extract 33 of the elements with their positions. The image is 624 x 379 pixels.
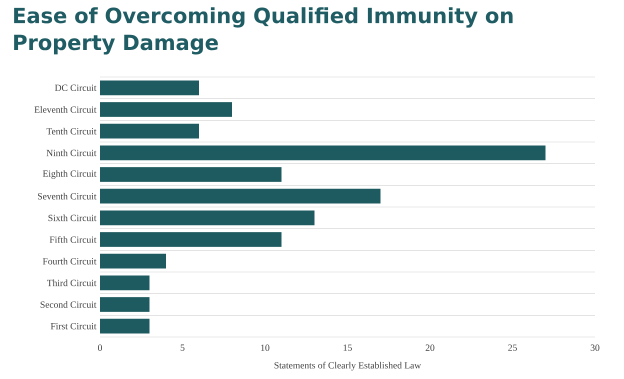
y-tick-label: Tenth Circuit [46, 128, 96, 134]
bar [100, 254, 166, 269]
y-tick-label: Ninth Circuit [46, 150, 96, 156]
y-tick-label: Eighth Circuit [42, 170, 96, 179]
y-tick-label: Fifth Circuit [50, 236, 96, 243]
y-tick-label: Third Circuit [46, 280, 96, 286]
x-axis-title: Statements of Clearly Established Law [274, 362, 422, 370]
y-tick-label: DC Circuit [54, 84, 96, 92]
y-tick-label: Second Circuit [40, 301, 96, 308]
x-tick-label: 5 [180, 344, 184, 351]
x-tick-label: 0 [98, 344, 102, 351]
x-tick-label: 20 [426, 344, 434, 351]
x-tick-label: 30 [590, 344, 600, 351]
x-tick-label: 25 [508, 344, 517, 351]
y-tick-label: Fourth Circuit [42, 258, 96, 264]
bar [100, 167, 282, 182]
y-tick-label: Eleventh Circuit [34, 106, 96, 113]
bar [100, 297, 150, 312]
bar [100, 275, 150, 290]
bar [100, 80, 199, 96]
bar [100, 124, 199, 139]
bar [100, 188, 380, 204]
bar [100, 102, 232, 117]
chart-title: Ease of Overcoming Qualified Immunity on Property Damage [14, 7, 513, 55]
x-tick-label: 15 [344, 344, 352, 351]
y-tick-label: First Circuit [50, 322, 96, 330]
x-tick-label: 10 [261, 344, 270, 351]
bar [100, 318, 150, 334]
bar [100, 232, 282, 247]
bar [100, 145, 546, 160]
y-tick-label: Sixth Circuit [48, 214, 96, 222]
y-tick-label: Seventh Circuit [38, 192, 96, 200]
bar [100, 210, 314, 226]
